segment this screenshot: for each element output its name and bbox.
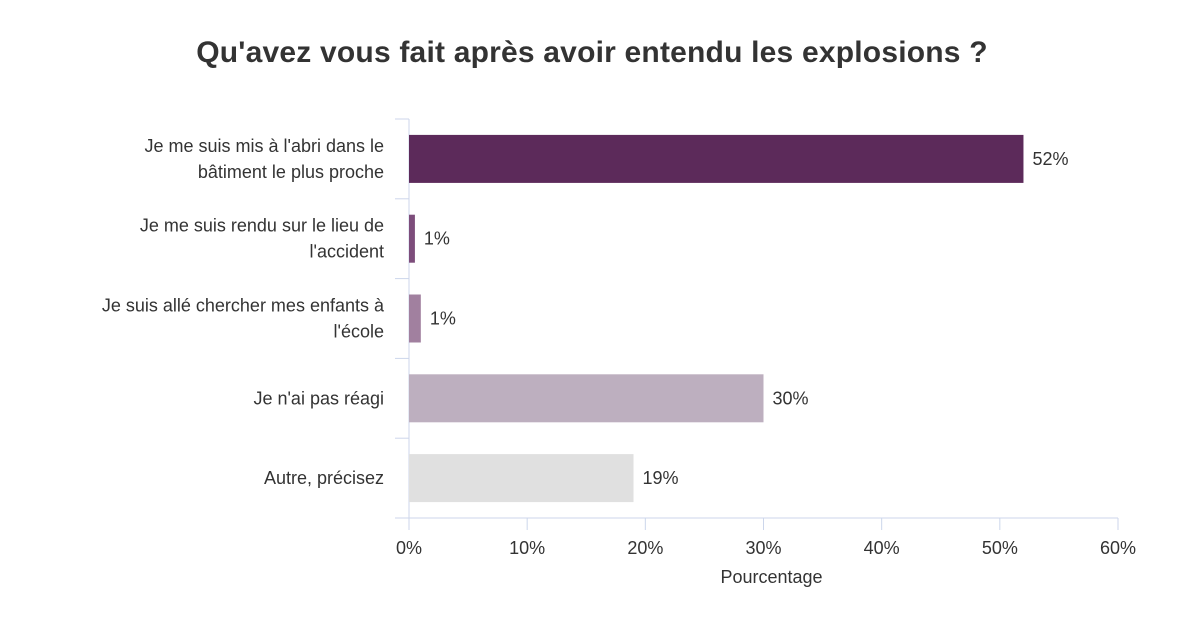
bar — [409, 134, 1024, 183]
x-tick-label: 60% — [1100, 538, 1136, 558]
bars-group — [409, 134, 1024, 503]
category-label-line: Je suis allé chercher mes enfants à — [102, 296, 385, 316]
category-label-line: l'accident — [310, 242, 384, 262]
x-tick-label: 10% — [509, 538, 545, 558]
x-tick-label: 20% — [627, 538, 663, 558]
category-label-line: bâtiment le plus proche — [198, 162, 384, 182]
x-axis-title: Pourcentage — [720, 567, 822, 587]
category-label: Je n'ai pas réagi — [253, 388, 384, 408]
bar — [409, 294, 421, 343]
labels-group: 0% 10% 20% 30% 40% 50% 60% Pourcentage 52% Je me … — [102, 136, 1136, 587]
bar — [409, 214, 415, 263]
bar-value-label: 1% — [424, 229, 450, 249]
category-label-line: l'école — [334, 322, 384, 342]
category-label: Je me suis rendu sur le lieu de l'acciden… — [140, 216, 384, 262]
x-tick-label: 40% — [864, 538, 900, 558]
bar-value-label: 52% — [1032, 149, 1068, 169]
x-tick-label: 0% — [396, 538, 422, 558]
category-label-line: Je me suis rendu sur le lieu de — [140, 216, 384, 236]
category-label-line: Autre, précisez — [264, 468, 384, 488]
category-label-line: Je n'ai pas réagi — [253, 388, 384, 408]
category-label-line: Je me suis mis à l'abri dans le — [144, 136, 384, 156]
bar — [409, 454, 634, 503]
chart-title: Qu'avez vous fait après avoir entendu le… — [196, 36, 988, 69]
category-label: Je me suis mis à l'abri dans le bâtiment … — [144, 136, 384, 182]
bar-value-label: 1% — [430, 309, 456, 329]
x-tick-label: 30% — [745, 538, 781, 558]
bar-value-label: 30% — [773, 388, 809, 408]
bar-value-label: 19% — [643, 468, 679, 488]
bar — [409, 374, 764, 423]
category-label: Autre, précisez — [264, 468, 384, 488]
axes-group — [395, 118, 1119, 530]
x-tick-label: 50% — [982, 538, 1018, 558]
category-label: Je suis allé chercher mes enfants à l'éco… — [102, 296, 385, 342]
